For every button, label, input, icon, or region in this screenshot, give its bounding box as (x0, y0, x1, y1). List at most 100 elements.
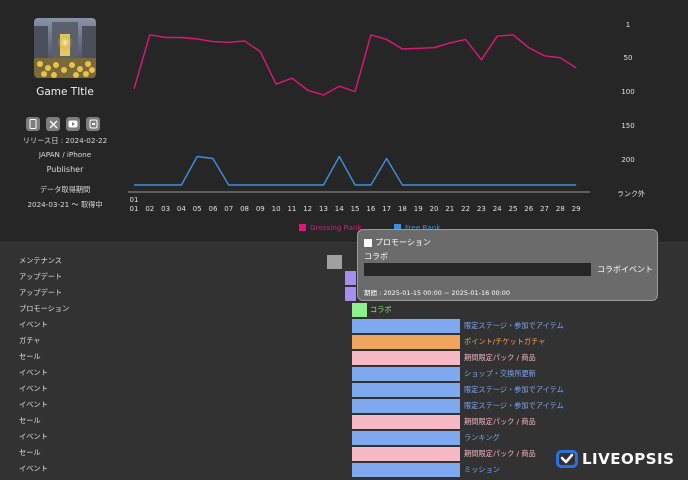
event-label[interactable]: 期間限定パック / 商品 (464, 449, 536, 458)
event-bar[interactable] (352, 367, 460, 381)
event-bar[interactable] (352, 431, 460, 445)
event-type-label: アップデート (19, 272, 63, 281)
y-tick-label: 1 (626, 21, 630, 29)
x-tick-label: 13 (319, 205, 328, 213)
x-tick-label: 06 (208, 205, 217, 213)
x-tick-label: 23 (477, 205, 486, 213)
event-type-label: セール (19, 416, 41, 425)
event-label[interactable]: ミッション (464, 465, 500, 474)
event-type-label: イベント (19, 368, 48, 377)
event-bar[interactable] (352, 351, 460, 365)
grossing-rank-line[interactable] (133, 34, 577, 96)
event-type-label: イベント (19, 320, 48, 329)
x-tick-label: 26 (524, 205, 533, 213)
region: JAPAN / iPhone (38, 150, 92, 159)
event-bar[interactable] (352, 415, 460, 429)
x-tick-month-label: 01 (130, 196, 139, 204)
liveopsis-logo: LIVEOPSIS (556, 450, 674, 468)
y-tick-label: 100 (621, 88, 634, 96)
event-type-label: ガチャ (19, 336, 41, 345)
publisher: Publisher (46, 165, 84, 174)
legend-free-label: Free Rank (405, 223, 441, 232)
game-title: Game TItle (36, 86, 94, 98)
x-tick-label: 29 (572, 205, 581, 213)
logo-text: LIVEOPSIS (582, 450, 675, 468)
rank-chart-panel (0, 0, 688, 242)
event-label[interactable]: 期間限定パック / 商品 (464, 353, 536, 362)
tooltip-color-box (364, 238, 372, 247)
event-bar[interactable] (345, 287, 356, 301)
event-bar[interactable] (352, 463, 460, 477)
event-type-label: セール (19, 448, 41, 457)
event-type-label: イベント (19, 464, 48, 473)
event-bar[interactable] (345, 271, 356, 285)
event-label[interactable]: ショップ・交換所更新 (464, 369, 536, 378)
x-tick-label: 08 (240, 205, 249, 213)
event-bar[interactable] (352, 447, 460, 461)
event-bar[interactable] (352, 399, 460, 413)
event-bar[interactable] (352, 303, 367, 317)
tooltip-bar-label: コラボイベント (597, 265, 653, 274)
event-label[interactable]: ランキング (464, 433, 500, 442)
x-tick-label: 04 (177, 205, 186, 213)
x-tick-label: 18 (398, 205, 407, 213)
x-tick-label: 02 (145, 205, 154, 213)
tooltip-subtitle: コラボ (364, 252, 388, 261)
event-bar[interactable] (352, 383, 460, 397)
x-tick-label: 12 (303, 205, 312, 213)
y-tick-label: 50 (624, 54, 633, 62)
tooltip-title: プロモーション (364, 237, 431, 248)
x-tick-label: 10 (272, 205, 281, 213)
x-tick-label: 14 (335, 205, 344, 213)
android-icon[interactable] (86, 117, 100, 131)
youtube-icon[interactable] (66, 117, 80, 131)
x-tick-label: 28 (556, 205, 565, 213)
x-tick-label: 11 (287, 205, 296, 213)
tooltip-bar (364, 263, 591, 276)
x-tick-label: 24 (493, 205, 502, 213)
x-tick-label: 17 (382, 205, 391, 213)
x-tick-label: 20 (430, 205, 439, 213)
event-label[interactable]: コラボ (370, 305, 392, 314)
x-tick-label: 15 (351, 205, 360, 213)
x-tick-label: 21 (445, 205, 454, 213)
legend-free[interactable]: Free Rank (394, 223, 441, 232)
tooltip-period: 期間 : 2025-01-15 00:00 ~ 2025-01-16 00:00 (364, 289, 511, 297)
event-tooltip: プロモーション コラボ コラボイベント 期間 : 2025-01-15 00:0… (357, 229, 658, 301)
event-type-label: セール (19, 352, 41, 361)
y-tick-label: ランク外 (617, 189, 645, 198)
x-tick-label: 25 (508, 205, 517, 213)
x-tick-label: 19 (414, 205, 423, 213)
x-tick-label: 27 (540, 205, 549, 213)
event-type-label: プロモーション (19, 304, 70, 313)
free-rank-line[interactable] (134, 155, 577, 186)
event-label[interactable]: 限定ステージ・参加でアイテム (464, 385, 564, 394)
event-label[interactable]: 期間限定パック / 商品 (464, 417, 536, 426)
logo-mark-icon (556, 450, 578, 468)
x-tick-label: 09 (256, 205, 265, 213)
period-label: データ取得期間 (39, 185, 91, 194)
game-artwork (34, 18, 96, 78)
legend-grossing-label: Grossing Rank (310, 223, 362, 232)
legend-grossing[interactable]: Grossing Rank (299, 223, 362, 232)
tooltip-title-text: プロモーション (375, 238, 431, 247)
x-tick-label: 03 (161, 205, 170, 213)
event-type-label: メンテナンス (19, 256, 62, 265)
period-value: 2024-03-21 〜 取得中 (27, 200, 103, 209)
x-tick-label: 07 (224, 205, 233, 213)
x-tick-label: 16 (366, 205, 375, 213)
x-tick-label: 05 (193, 205, 202, 213)
event-bar[interactable] (352, 335, 460, 349)
legend-grossing-swatch (299, 224, 306, 231)
store-icons (26, 117, 100, 131)
y-tick-label: 200 (621, 156, 634, 164)
event-type-label: イベント (19, 432, 48, 441)
x-icon[interactable] (46, 117, 60, 131)
iphone-icon[interactable] (26, 117, 40, 131)
event-label[interactable]: 限定ステージ・参加でアイテム (464, 321, 564, 330)
event-label[interactable]: ポイント/チケットガチャ (464, 337, 546, 346)
event-bar[interactable] (327, 255, 342, 269)
event-label[interactable]: 限定ステージ・参加でアイテム (464, 401, 564, 410)
event-bar[interactable] (352, 319, 460, 333)
